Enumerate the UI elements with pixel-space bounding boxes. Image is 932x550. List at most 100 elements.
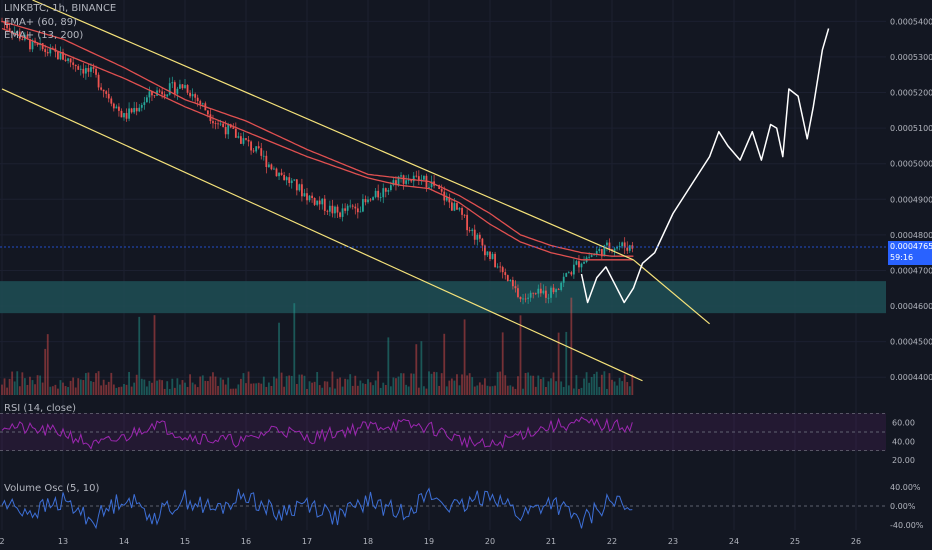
volume-bar xyxy=(372,385,374,395)
volume-bar xyxy=(374,380,377,395)
candle-body xyxy=(572,264,575,275)
candle-body xyxy=(618,246,621,247)
volume-bar xyxy=(555,381,557,395)
candle-body xyxy=(453,203,456,211)
volume-bar xyxy=(321,387,324,395)
candle-body xyxy=(613,248,616,251)
candle-body xyxy=(532,292,535,294)
candle-body xyxy=(603,245,606,257)
volume-bar xyxy=(31,380,34,395)
volume-bar xyxy=(478,382,481,395)
volume-bar xyxy=(62,382,64,395)
volume-bar xyxy=(547,381,550,395)
volume-bar xyxy=(570,297,573,395)
candle-body xyxy=(227,124,230,135)
candle-body xyxy=(184,85,186,89)
volume-bar xyxy=(298,374,301,395)
volume-bar xyxy=(301,374,303,395)
volume-bar xyxy=(245,383,247,395)
volume-bar xyxy=(336,378,339,395)
volume-bar xyxy=(522,388,524,395)
candle-body xyxy=(478,234,481,239)
volume-bar xyxy=(392,377,395,395)
volume-bar xyxy=(542,377,545,395)
symbol-legend[interactable]: LINKBTC, 1h, BINANCE xyxy=(4,3,117,14)
candle-body xyxy=(552,287,555,293)
candle-body xyxy=(181,84,184,89)
volume-bar xyxy=(6,387,8,395)
channel-lower-line[interactable] xyxy=(1,88,643,382)
volume-bar xyxy=(250,383,252,395)
volume-bar xyxy=(107,381,110,395)
ema-legend-2[interactable]: EMA+ (13, 200) xyxy=(4,30,84,41)
candle-body xyxy=(36,42,39,46)
volume-bar xyxy=(453,380,456,395)
projection-drawing[interactable] xyxy=(580,28,830,304)
time-axis[interactable]: 2 13 14 15 16 17 18 19 20 21 22 23 24 25 26 xyxy=(0,537,861,546)
volume-bar xyxy=(382,382,385,395)
volume-bar xyxy=(36,375,39,395)
volume-bar xyxy=(420,341,423,395)
candle-body xyxy=(97,74,100,88)
volume-bar xyxy=(524,373,527,395)
volume-bar xyxy=(565,331,568,395)
candle-body xyxy=(489,251,491,259)
candle-body xyxy=(273,168,275,170)
candle-body xyxy=(468,230,471,231)
channel-upper-line[interactable] xyxy=(32,0,634,261)
volume-bar xyxy=(49,386,52,395)
candle-body xyxy=(102,89,105,92)
candle-body xyxy=(354,206,357,209)
candle-body xyxy=(316,200,319,205)
candle-body xyxy=(590,255,593,257)
volume-bar xyxy=(519,315,522,395)
volume-bar xyxy=(539,379,542,395)
volume-bar xyxy=(626,382,629,395)
time-tick: 16 xyxy=(241,537,251,546)
candle-body xyxy=(247,139,250,142)
candle-body xyxy=(278,172,280,177)
candle-body xyxy=(410,180,413,182)
rsi-tick: 60.00 xyxy=(892,419,915,428)
rsi-legend[interactable]: RSI (14, close) xyxy=(4,403,77,414)
volume-bar xyxy=(140,378,143,395)
candle-body xyxy=(463,214,466,216)
volume-bar xyxy=(290,375,293,395)
volume-bar xyxy=(364,383,367,395)
volume-bar xyxy=(476,385,479,395)
volume-bar xyxy=(367,379,369,395)
candle-body xyxy=(115,106,118,109)
volume-bar xyxy=(496,372,499,395)
ema-legend-1[interactable]: EMA+ (60, 89) xyxy=(4,17,77,28)
candle-body xyxy=(26,35,29,39)
volume-bar xyxy=(379,387,382,395)
volume-bar xyxy=(118,387,120,395)
volume-bar xyxy=(435,372,438,395)
volume-bar xyxy=(295,383,298,395)
volume-bar xyxy=(112,384,115,395)
volume-osc-legend[interactable]: Volume Osc (5, 10) xyxy=(4,483,100,494)
volume-bar xyxy=(194,384,197,395)
candle-body xyxy=(176,88,179,94)
candle-body xyxy=(334,206,336,214)
volume-bar xyxy=(199,376,202,395)
volume-bar xyxy=(334,388,336,395)
candle-body xyxy=(41,43,44,50)
volume-bar xyxy=(1,384,3,395)
volume-bar xyxy=(163,388,166,395)
candle-body xyxy=(110,98,113,104)
candle-body xyxy=(575,261,578,265)
candle-body xyxy=(267,164,270,168)
volume-bar xyxy=(77,378,80,395)
candle-body xyxy=(346,205,349,211)
candle-body xyxy=(57,51,59,60)
volume-osc-axis: 40.00% 0.00% -40.00% xyxy=(890,483,924,530)
candle-body xyxy=(29,38,31,50)
channel-upper-extension-line[interactable] xyxy=(632,259,710,325)
volume-bar xyxy=(450,378,453,395)
